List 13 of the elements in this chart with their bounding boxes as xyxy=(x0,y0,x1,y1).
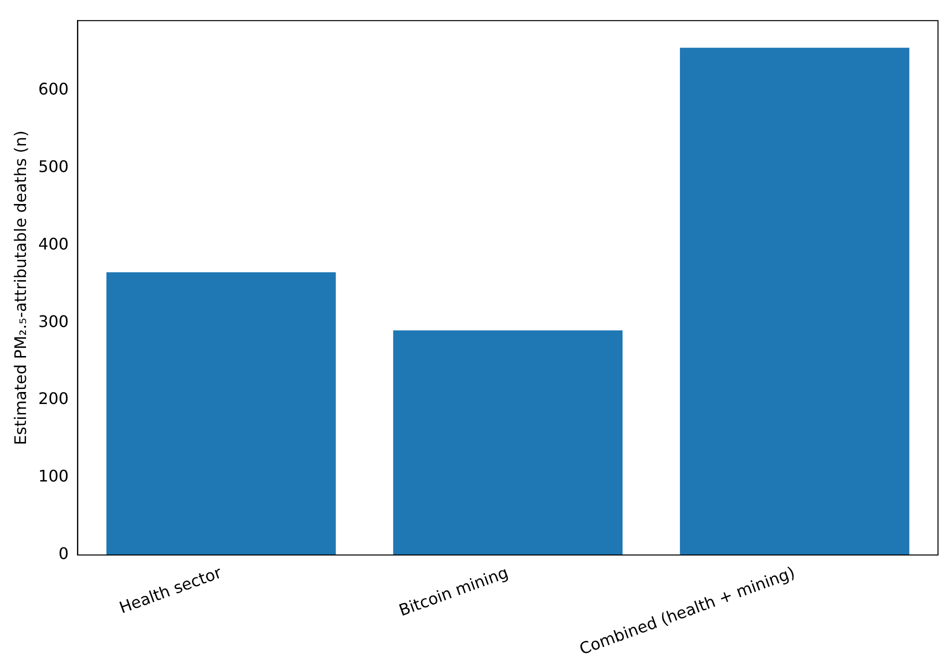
y-tick-label: 200 xyxy=(38,389,69,408)
x-tick-label: Health sector xyxy=(116,562,224,618)
y-tick-label: 600 xyxy=(38,79,69,98)
bar xyxy=(106,272,336,555)
x-tick-label: Bitcoin mining xyxy=(396,562,511,620)
y-axis-title: Estimated PM₂.₅-attributable deaths (n) xyxy=(10,130,30,446)
bar xyxy=(680,48,910,555)
y-tick-label: 300 xyxy=(38,312,69,331)
y-tick-label: 100 xyxy=(38,466,69,486)
bar xyxy=(393,330,623,555)
y-tick-label: 500 xyxy=(38,156,69,176)
y-tick-label: 0 xyxy=(58,544,69,564)
y-tick-label: 400 xyxy=(38,234,69,254)
